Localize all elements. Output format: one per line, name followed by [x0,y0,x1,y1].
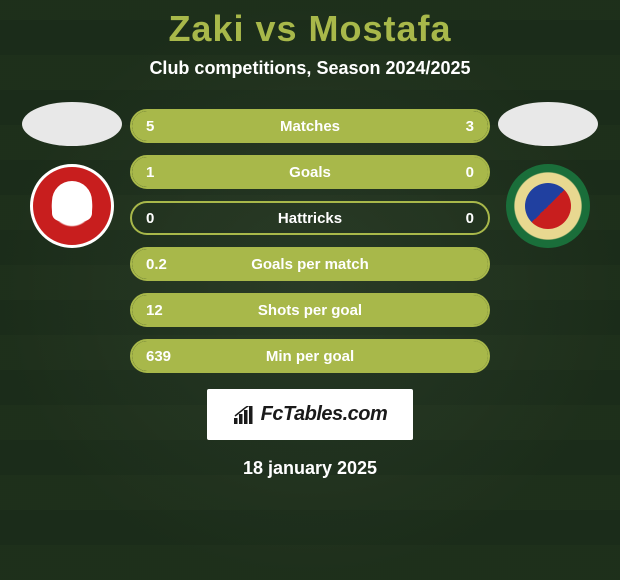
stat-label: Matches [280,118,340,135]
stat-label: Goals [289,164,331,181]
player-right-avatar [498,102,598,146]
stat-value-left: 0 [146,210,154,227]
player-left-column [22,97,122,248]
stats-column: 5 Matches 3 1 Goals 0 0 Hattricks 0 0.2 Goals per … [130,97,490,373]
page-subtitle: Club competitions, Season 2024/2025 [149,58,470,79]
stat-value-left: 639 [146,348,171,365]
stat-value-right: 0 [466,210,474,227]
player-left-avatar [22,102,122,146]
player-right-column [498,97,598,248]
club-badge-left [30,164,114,248]
stat-label: Hattricks [278,210,342,227]
stat-value-left: 5 [146,118,154,135]
stat-row: 5 Matches 3 [130,109,490,143]
club-badge-right [506,164,590,248]
date-text: 18 january 2025 [243,458,377,479]
stat-row: 0.2 Goals per match [130,247,490,281]
stat-value-left: 12 [146,302,163,319]
stat-row: 12 Shots per goal [130,293,490,327]
stat-label: Shots per goal [258,302,362,319]
stat-value-right: 3 [466,118,474,135]
stat-fill-right [427,157,488,187]
stat-row: 1 Goals 0 [130,155,490,189]
stat-value-right: 0 [466,164,474,181]
brand-chart-icon [233,406,255,424]
stat-row: 639 Min per goal [130,339,490,373]
comparison-row: 5 Matches 3 1 Goals 0 0 Hattricks 0 0.2 Goals per … [0,97,620,373]
page-title: Zaki vs Mostafa [168,8,451,50]
stat-value-left: 0.2 [146,256,167,273]
brand-box: FcTables.com [207,389,414,440]
stat-row: 0 Hattricks 0 [130,201,490,235]
stat-label: Min per goal [266,348,354,365]
stat-value-left: 1 [146,164,154,181]
brand-text: FcTables.com [261,403,388,426]
stat-label: Goals per match [251,256,369,273]
